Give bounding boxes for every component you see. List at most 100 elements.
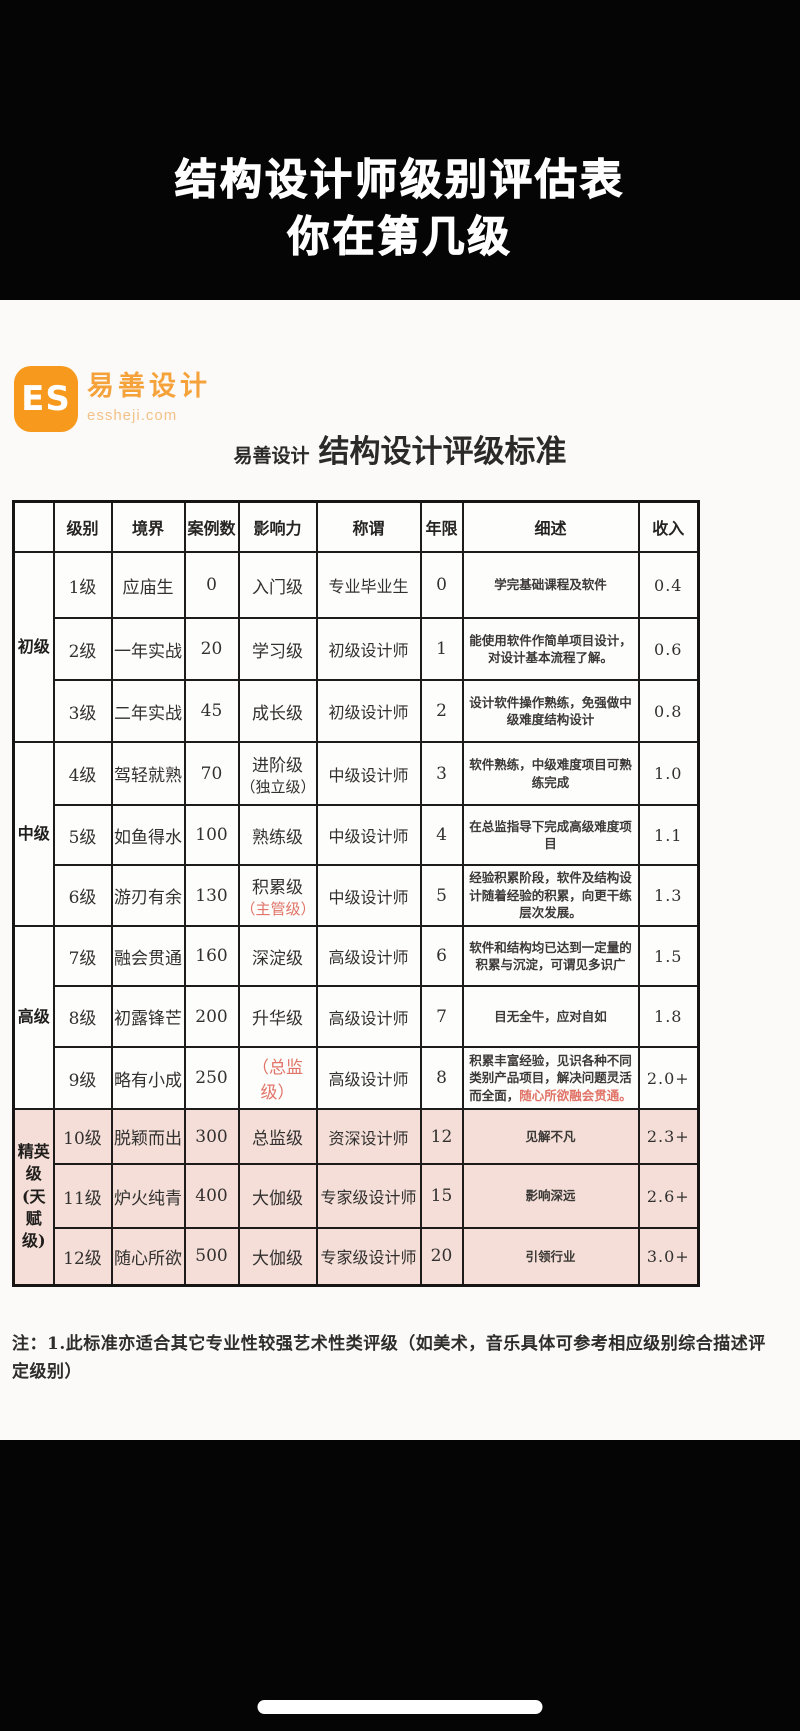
title-cell: 资深设计师 — [315, 1108, 422, 1165]
years-cell: 4 — [419, 804, 464, 866]
table-row: 高级 7级 融会贯通 160 深淀级 高级设计师 6 软件和结构均已达到一定量的… — [12, 925, 700, 1110]
brand-domain: essheji.com — [87, 406, 178, 424]
realm-cell: 驾轻就熟 — [110, 741, 186, 806]
years-cell: 20 — [419, 1227, 464, 1286]
cases-cell: 200 — [183, 985, 240, 1048]
group-label-senior: 高级 — [12, 925, 55, 1110]
cases-cell: 400 — [183, 1163, 240, 1229]
page-title-line2: 你在第几级 — [287, 211, 513, 261]
income-cell: 1.5 — [637, 925, 700, 987]
table-title-prefix: 易善设计 — [233, 445, 310, 467]
detail-cell: 软件熟练，中级难度项目可熟练完成 — [461, 741, 640, 806]
table-title: 易善设计 结构设计评级标准 — [0, 426, 800, 471]
years-cell: 6 — [419, 925, 464, 987]
table-row: 中级 4级 驾轻就熟 70 进阶级 （独立级） 中级设计师 3 软件熟练，中级难… — [12, 741, 700, 927]
cases-cell: 20 — [183, 617, 240, 681]
level-cell: 5级 — [52, 804, 113, 866]
col-header-group — [12, 500, 55, 553]
title-cell: 中级设计师 — [315, 741, 422, 806]
income-cell: 3.0+ — [637, 1227, 700, 1286]
group-label-intermediate: 中级 — [12, 741, 55, 927]
cases-cell: 45 — [183, 679, 240, 743]
brand-logo: ES 易善设计 essheji.com — [14, 366, 211, 432]
title-cell: 高级设计师 — [315, 1046, 422, 1110]
table-title-main: 结构设计评级标准 — [318, 434, 567, 470]
influence-cell: （总监级） — [237, 1046, 318, 1110]
detail-cell: 影响深远 — [461, 1163, 640, 1229]
col-header-realm: 境界 — [110, 500, 186, 553]
years-cell: 12 — [419, 1108, 464, 1165]
title-cell: 专业毕业生 — [315, 551, 422, 619]
influence-cell: 大伽级 — [237, 1227, 318, 1286]
cases-cell: 250 — [183, 1046, 240, 1110]
years-cell: 15 — [419, 1163, 464, 1229]
group-label-elite: 精英级(天赋级) — [12, 1108, 55, 1286]
years-cell: 8 — [419, 1046, 464, 1110]
table-row: 精英级(天赋级) 10级 脱颖而出 300 总监级 资深设计师 12 见解不凡 … — [12, 1108, 700, 1286]
home-indicator-bar[interactable] — [257, 1700, 543, 1714]
realm-cell: 炉火纯青 — [110, 1163, 186, 1229]
table-row: 8级 初露锋芒 200 升华级 高级设计师 7 目无全牛，应对自如 1.8 — [14, 985, 700, 1048]
income-cell: 1.3 — [637, 864, 700, 927]
income-cell: 2.0+ — [637, 1046, 700, 1110]
level-cell: 12级 — [52, 1227, 113, 1286]
years-cell: 7 — [419, 985, 464, 1048]
influence-cell: 熟练级 — [237, 804, 318, 866]
cases-cell: 300 — [183, 1108, 240, 1165]
realm-cell: 略有小成 — [110, 1046, 186, 1110]
title-cell: 高级设计师 — [315, 925, 422, 987]
income-cell: 1.0 — [637, 741, 700, 806]
realm-cell: 初露锋芒 — [110, 985, 186, 1048]
brand-logo-icon: ES — [14, 366, 78, 432]
group-label-junior: 初级 — [12, 551, 55, 743]
document-panel: ES 易善设计 essheji.com 易善设计 结构设计评级标准 级别 境界 … — [0, 300, 800, 1440]
influence-cell: 升华级 — [237, 985, 318, 1048]
detail-cell: 积累丰富经验，见识各种不同类别产品项目，解决问题灵活而全面，随心所欲融会贯通。 — [461, 1046, 640, 1110]
realm-cell: 融会贯通 — [110, 925, 186, 987]
title-cell: 专家级设计师 — [315, 1163, 422, 1229]
influence-cell: 入门级 — [237, 551, 318, 619]
rating-table: 级别 境界 案例数 影响力 称谓 年限 细述 收入 初级 1级 应庙生 0 入门… — [12, 500, 700, 1287]
cases-cell: 500 — [183, 1227, 240, 1286]
level-cell: 4级 — [52, 741, 113, 806]
col-header-cases: 案例数 — [183, 500, 240, 553]
table-row: 2级 一年实战 20 学习级 初级设计师 1 能使用软件作简单项目设计，对设计基… — [14, 617, 700, 681]
influence-cell: 成长级 — [237, 679, 318, 743]
cases-cell: 130 — [183, 864, 240, 927]
realm-cell: 游刃有余 — [110, 864, 186, 927]
col-header-years: 年限 — [419, 500, 464, 553]
cases-cell: 0 — [183, 551, 240, 619]
title-cell: 中级设计师 — [315, 804, 422, 866]
realm-cell: 随心所欲 — [110, 1227, 186, 1286]
level-cell: 3级 — [52, 679, 113, 743]
years-cell: 0 — [419, 551, 464, 619]
influence-cell: 积累级 （主管级） — [237, 864, 318, 927]
detail-cell: 设计软件操作熟练，免强做中级难度结构设计 — [461, 679, 640, 743]
table-row: 11级 炉火纯青 400 大伽级 专家级设计师 15 影响深远 2.6+ — [13, 1163, 700, 1229]
table-row: 12级 随心所欲 500 大伽级 专家级设计师 20 引领行业 3.0+ — [13, 1227, 700, 1286]
title-cell: 初级设计师 — [315, 617, 422, 681]
years-cell: 5 — [419, 864, 464, 927]
years-cell: 1 — [419, 617, 464, 681]
income-cell: 2.6+ — [637, 1163, 700, 1229]
detail-cell: 在总监指导下完成高级难度项目 — [461, 804, 640, 866]
brand-text: 易善设计 essheji.com — [87, 366, 211, 424]
table-row: 3级 二年实战 45 成长级 初级设计师 2 设计软件操作熟练，免强做中级难度结… — [14, 679, 700, 743]
col-header-level: 级别 — [52, 500, 113, 553]
table-row: 初级 1级 应庙生 0 入门级 专业毕业生 0 学完基础课程及软件 0.4 — [12, 551, 700, 743]
income-cell: 1.1 — [637, 804, 700, 866]
income-cell: 0.6 — [637, 617, 700, 681]
detail-cell: 软件和结构均已达到一定量的积累与沉淀，可谓见多识广 — [461, 925, 640, 987]
col-header-influence: 影响力 — [237, 500, 318, 553]
brand-name: 易善设计 — [87, 371, 211, 401]
income-cell: 0.8 — [637, 679, 700, 743]
detail-cell: 目无全牛，应对自如 — [461, 985, 640, 1048]
cases-cell: 160 — [183, 925, 240, 987]
income-cell: 1.8 — [637, 985, 700, 1048]
influence-cell: 学习级 — [237, 617, 318, 681]
income-cell: 2.3+ — [637, 1108, 700, 1165]
realm-cell: 一年实战 — [110, 617, 186, 681]
level-cell: 6级 — [52, 864, 113, 927]
influence-cell: 总监级 — [237, 1108, 318, 1165]
level-cell: 9级 — [52, 1046, 113, 1110]
